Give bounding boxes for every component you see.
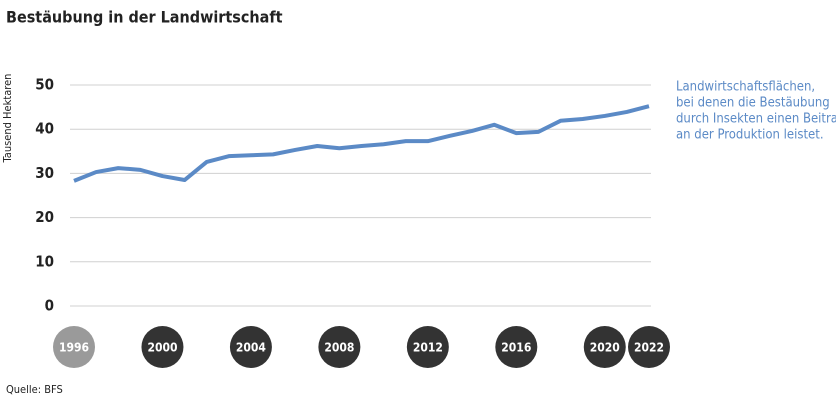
y-tick-label: 40 xyxy=(35,120,54,138)
x-tick-label: 2008 xyxy=(324,341,354,355)
x-tick-badge xyxy=(141,326,184,368)
x-tick-badge xyxy=(53,326,95,368)
y-tick-label: 30 xyxy=(35,164,54,182)
x-tick-label: 2012 xyxy=(413,341,443,355)
annotation: Landwirtschaftsflächen, xyxy=(676,80,815,95)
y-tick-label: 20 xyxy=(35,208,54,226)
y-tick-label: 50 xyxy=(35,76,54,94)
y-tick-label: 0 xyxy=(45,297,54,315)
annotation: bei denen die Bestäubung xyxy=(676,96,830,111)
x-tick-badge xyxy=(583,326,626,368)
annotation: durch Insekten einen Beitrag xyxy=(676,112,836,127)
x-tick-label: 2000 xyxy=(147,341,177,355)
x-tick-badge xyxy=(406,326,449,368)
x-tick-badge xyxy=(628,326,670,368)
y-axis-label: Tausend Hektaren xyxy=(1,74,14,164)
x-tick-badge xyxy=(229,326,272,368)
chart-title: Bestäubung in der Landwirtschaft xyxy=(6,8,283,27)
annotation: an der Produktion leistet. xyxy=(676,128,824,143)
x-tick-badge xyxy=(495,326,538,368)
x-tick-label: 2022 xyxy=(634,341,664,355)
x-tick-badge xyxy=(318,326,361,368)
y-tick-label: 10 xyxy=(35,252,54,270)
source: Quelle: BFS xyxy=(6,383,63,396)
x-tick-label: 2016 xyxy=(501,341,531,355)
data-line xyxy=(73,104,650,183)
x-tick-label: 2004 xyxy=(236,341,267,355)
x-tick-label: 1996 xyxy=(59,341,89,355)
x-tick-label: 2020 xyxy=(590,341,620,355)
